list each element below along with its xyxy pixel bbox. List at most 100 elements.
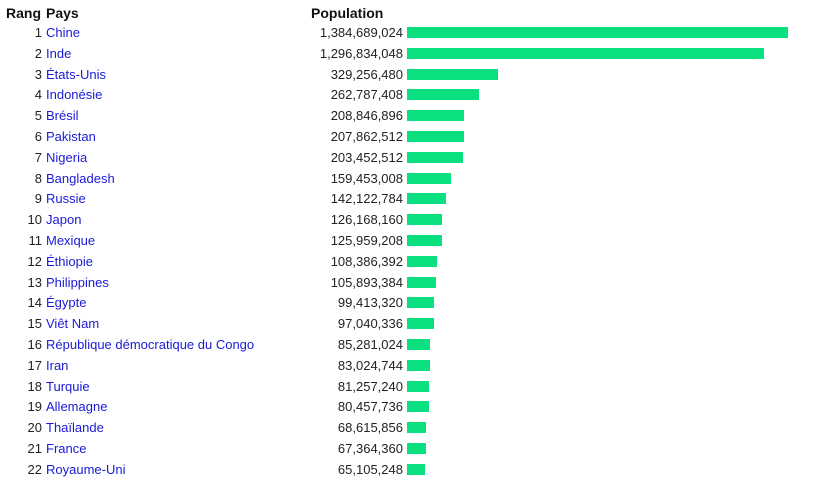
country-link[interactable]: Japon: [46, 212, 82, 228]
table-row: 19 Allemagne 80,457,736: [0, 397, 814, 418]
population-bar: [407, 214, 442, 226]
rank-cell: 14: [27, 295, 42, 311]
population-bar: [407, 151, 463, 163]
table-row: 17 Iran 83,024,744: [0, 356, 814, 377]
rank-cell: 4: [34, 87, 42, 103]
population-cell: 99,413,320: [337, 295, 403, 311]
population-cell: 208,846,896: [330, 108, 403, 124]
population-bar: [407, 442, 426, 454]
population-bar: [407, 172, 451, 184]
population-bar: [407, 193, 446, 205]
country-link[interactable]: Allemagne: [46, 399, 108, 415]
population-cell: 80,457,736: [337, 399, 403, 415]
table-row: 14 Égypte 99,413,320: [0, 293, 814, 314]
country-link[interactable]: Mexique: [46, 232, 96, 248]
country-link[interactable]: Russie: [46, 191, 86, 207]
rank-cell: 3: [34, 66, 42, 82]
country-link[interactable]: Bangladesh: [46, 170, 115, 186]
rank-cell: 7: [34, 149, 42, 165]
rank-cell: 18: [27, 378, 42, 394]
country-link[interactable]: États-Unis: [46, 66, 106, 82]
rank-cell: 21: [27, 440, 42, 456]
table-row: 6 Pakistan 207,862,512: [0, 127, 814, 148]
rank-cell: 17: [27, 357, 42, 373]
table-row: 4 Indonésie 262,787,408: [0, 85, 814, 106]
table-row: 16 République démocratique du Congo 85,281…: [0, 335, 814, 356]
population-cell: 203,452,512: [330, 149, 403, 165]
population-cell: 85,281,024: [337, 336, 403, 352]
country-link[interactable]: Inde: [46, 45, 72, 61]
country-link[interactable]: Éthiopie: [46, 253, 93, 269]
population-bar: [407, 463, 425, 475]
population-cell: 1,384,689,024: [319, 25, 403, 40]
population-bar: [407, 255, 437, 267]
rank-cell: 15: [27, 316, 42, 332]
country-link[interactable]: Iran: [46, 357, 69, 373]
rank-cell: 6: [34, 128, 42, 144]
country-link[interactable]: République démocratique du Congo: [46, 336, 255, 352]
table-row: 3 États-Unis 329,256,480: [0, 65, 814, 86]
table-row: 7 Nigeria 203,452,512: [0, 148, 814, 169]
rank-cell: 8: [34, 170, 42, 186]
country-link[interactable]: Philippines: [46, 274, 109, 290]
table-row: 13 Philippines 105,893,384: [0, 273, 814, 294]
country-link[interactable]: Égypte: [46, 295, 87, 311]
population-cell: 1,296,834,048: [319, 45, 403, 61]
population-bar: [407, 318, 434, 330]
country-link[interactable]: Nigeria: [46, 149, 88, 165]
population-cell: 142,122,784: [330, 191, 403, 207]
country-column-header: Pays: [46, 5, 79, 21]
population-bar: [407, 359, 430, 371]
population-cell: 68,615,856: [337, 420, 403, 436]
population-bar: [407, 401, 429, 413]
table-row: 5 Brésil 208,846,896: [0, 106, 814, 127]
table-row: 2 Inde 1,296,834,048: [0, 44, 814, 65]
table-row: 10 Japon 126,168,160: [0, 210, 814, 231]
rank-cell: 5: [34, 108, 42, 124]
table-row: 18 Turquie 81,257,240: [0, 377, 814, 398]
country-link[interactable]: Pakistan: [46, 128, 96, 144]
population-cell: 108,386,392: [330, 253, 403, 269]
population-bar: [407, 297, 434, 309]
country-link[interactable]: Chine: [46, 25, 80, 40]
table-row: 8 Bangladesh 159,453,008: [0, 169, 814, 190]
rank-cell: 22: [27, 461, 42, 477]
rank-cell: 20: [27, 420, 42, 436]
population-cell: 126,168,160: [330, 212, 403, 228]
population-cell: 125,959,208: [330, 232, 403, 248]
table-row: 12 Éthiopie 108,386,392: [0, 252, 814, 273]
population-cell: 81,257,240: [337, 378, 403, 394]
country-link[interactable]: Royaume-Uni: [46, 461, 126, 477]
country-link[interactable]: France: [46, 440, 87, 456]
rank-cell: 9: [34, 191, 42, 207]
country-link[interactable]: Thaïlande: [46, 420, 104, 436]
country-link[interactable]: Brésil: [46, 108, 79, 124]
population-cell: 65,105,248: [337, 461, 403, 477]
rank-cell: 1: [34, 25, 42, 40]
population-cell: 207,862,512: [330, 128, 403, 144]
population-bar: [407, 380, 429, 392]
table-row: 11 Mexique 125,959,208: [0, 231, 814, 252]
population-bar: [407, 68, 498, 80]
rank-cell: 2: [34, 45, 42, 61]
population-bar: [407, 338, 430, 350]
population-bar: [407, 130, 464, 142]
population-column-header: Population: [311, 5, 384, 21]
population-cell: 262,787,408: [330, 87, 403, 103]
rank-cell: 12: [27, 253, 42, 269]
table-row: 22 Royaume-Uni 65,105,248: [0, 460, 814, 481]
population-bar: [407, 422, 426, 434]
table-row: 1 Chine 1,384,689,024: [0, 23, 814, 44]
table-row: 9 Russie 142,122,784: [0, 189, 814, 210]
country-link[interactable]: Indonésie: [46, 87, 103, 103]
population-cell: 67,364,360: [337, 440, 403, 456]
population-cell: 105,893,384: [330, 274, 403, 290]
population-bar: [407, 47, 764, 59]
country-link[interactable]: Turquie: [46, 378, 90, 394]
table-row: 20 Thaïlande 68,615,856: [0, 418, 814, 439]
table-row: 15 Viêt Nam 97,040,336: [0, 314, 814, 335]
population-cell: 159,453,008: [330, 170, 403, 186]
population-bar: [407, 27, 788, 38]
population-bar: [407, 110, 464, 122]
country-link[interactable]: Viêt Nam: [46, 316, 100, 332]
